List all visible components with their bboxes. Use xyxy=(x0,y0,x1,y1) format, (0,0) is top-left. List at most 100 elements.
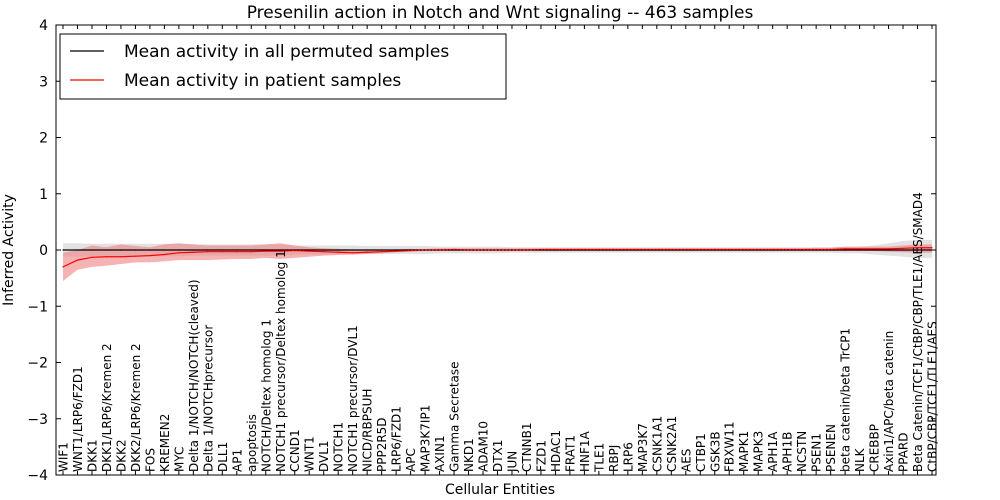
point-series-1 xyxy=(438,249,441,251)
x-tick-label: Axin1/APC/beta catenin xyxy=(882,331,896,472)
point-series-0 xyxy=(873,249,875,251)
point-series-1 xyxy=(279,250,281,252)
x-tick-label: NOTCH1 precursor/Deltex homolog 1 xyxy=(274,250,288,472)
x-tick-label: CREBBP xyxy=(868,424,882,472)
y-tick-label: 3 xyxy=(39,74,48,90)
x-tick-label: CTBP1 xyxy=(694,433,708,472)
x-tick-label: NLK xyxy=(853,447,867,472)
point-series-1 xyxy=(221,251,223,253)
point-series-0 xyxy=(366,249,368,251)
y-tick-label: −4 xyxy=(27,468,48,484)
x-tick-label: FOS xyxy=(143,448,157,472)
point-series-1 xyxy=(670,248,672,251)
point-series-1 xyxy=(757,248,759,251)
legend-label-patient: Mean activity in patient samples xyxy=(124,71,401,91)
x-tick-label: GSK3B xyxy=(708,431,722,472)
point-series-0 xyxy=(250,249,252,251)
point-series-1 xyxy=(105,256,108,258)
point-series-1 xyxy=(916,247,919,249)
point-series-1 xyxy=(931,247,933,249)
x-tick-label: NOTCH/Deltex homolog 1 xyxy=(259,319,273,472)
point-series-0 xyxy=(221,249,223,251)
x-tick-label: NCSTN xyxy=(795,431,809,472)
y-tick-label: 2 xyxy=(39,131,48,147)
x-tick-label: AXIN1 xyxy=(433,435,447,472)
x-tick-label: JUN xyxy=(505,451,519,473)
point-series-0 xyxy=(236,249,238,251)
point-series-0 xyxy=(149,249,151,251)
x-tick-label: MYC xyxy=(172,447,186,472)
point-series-1 xyxy=(554,248,557,251)
point-series-1 xyxy=(844,248,846,250)
point-series-1 xyxy=(467,249,470,251)
point-series-1 xyxy=(858,248,861,250)
x-tick-label: HNF1A xyxy=(578,430,592,472)
legend-frame xyxy=(59,33,507,100)
point-series-1 xyxy=(134,255,137,257)
x-tick-label: CtBP/CBP/TCF1/TLE1/AES xyxy=(926,321,940,472)
point-series-0 xyxy=(134,249,137,251)
x-tick-label: DTX1 xyxy=(491,440,505,472)
point-series-1 xyxy=(178,252,180,254)
x-tick-label: FZD1 xyxy=(534,440,548,472)
point-series-1 xyxy=(453,248,455,251)
point-series-0 xyxy=(352,249,354,251)
point-series-0 xyxy=(120,249,122,251)
x-tick-label: PSEN1 xyxy=(810,433,824,472)
x-tick-label: WIF1 xyxy=(57,442,71,472)
point-series-1 xyxy=(366,251,368,253)
y-tick-label: −3 xyxy=(27,412,48,428)
x-tick-label: ADAM10 xyxy=(477,421,491,472)
y-tick-label: −1 xyxy=(27,299,48,315)
x-tick-label: WNT1 xyxy=(303,436,317,472)
point-series-1 xyxy=(120,256,122,258)
x-tick-label: apoptosis xyxy=(245,414,259,472)
x-tick-label: FBXW11 xyxy=(723,421,737,472)
point-series-1 xyxy=(62,266,64,268)
y-axis-label: Inferred Activity xyxy=(1,194,17,306)
point-series-1 xyxy=(395,250,397,252)
point-series-1 xyxy=(149,255,151,257)
x-tick-label: PPARD xyxy=(897,432,911,472)
confidence-bands xyxy=(63,239,932,281)
point-series-1 xyxy=(887,248,890,250)
point-series-1 xyxy=(873,248,875,250)
point-series-1 xyxy=(772,248,774,251)
x-tick-label: Beta Catenin/TCF1/CtBP/CBP/TLE1/AES/SMAD… xyxy=(911,192,925,472)
x-tick-label: APH1A xyxy=(766,431,780,472)
x-tick-label: DKK2/LRP6/Kremen 2 xyxy=(129,343,143,472)
x-tick-label: AP1 xyxy=(230,449,244,472)
x-tick-label: MAPK1 xyxy=(737,431,751,472)
point-series-1 xyxy=(902,247,904,249)
chart-title: Presenilin action in Notch and Wnt signa… xyxy=(247,3,754,23)
y-tick-label: 4 xyxy=(39,18,48,34)
y-tick-label: −2 xyxy=(27,356,48,372)
legend-label-permuted: Mean activity in all permuted samples xyxy=(124,42,449,62)
point-series-1 xyxy=(641,248,643,251)
x-tick-label: APH1B xyxy=(781,432,795,472)
point-series-1 xyxy=(337,251,339,253)
series-lines xyxy=(56,247,936,268)
x-axis: WIF1 WNT1/LRP6/FZD1 DKK1 DKK1/LRP6/Kremen 2… xyxy=(57,25,940,475)
point-series-0 xyxy=(858,249,861,251)
y-tick-label: 1 xyxy=(39,187,48,203)
point-series-1 xyxy=(323,251,325,253)
x-tick-label: PSENEN xyxy=(824,424,838,472)
x-tick-label: NOTCH1 precursor/DVL1 xyxy=(346,325,360,472)
point-series-1 xyxy=(76,259,79,261)
point-series-1 xyxy=(381,251,383,253)
x-tick-label: CTNNB1 xyxy=(520,422,534,472)
x-tick-label: RBPJ xyxy=(607,445,621,472)
point-series-1 xyxy=(265,250,267,252)
point-series-1 xyxy=(250,251,252,253)
point-series-1 xyxy=(236,251,238,253)
point-series-1 xyxy=(656,248,658,251)
x-tick-label: DLL1 xyxy=(216,442,230,472)
x-tick-label: PPP2R5D xyxy=(375,417,389,472)
x-tick-label: WNT1/LRP6/FZD1 xyxy=(71,366,85,472)
point-series-1 xyxy=(91,256,93,258)
x-tick-label: Gamma Secretase xyxy=(448,361,462,472)
band-series-1 xyxy=(63,243,932,281)
x-tick-label: DVL1 xyxy=(317,440,331,472)
x-tick-label: LRP6 xyxy=(621,442,635,472)
